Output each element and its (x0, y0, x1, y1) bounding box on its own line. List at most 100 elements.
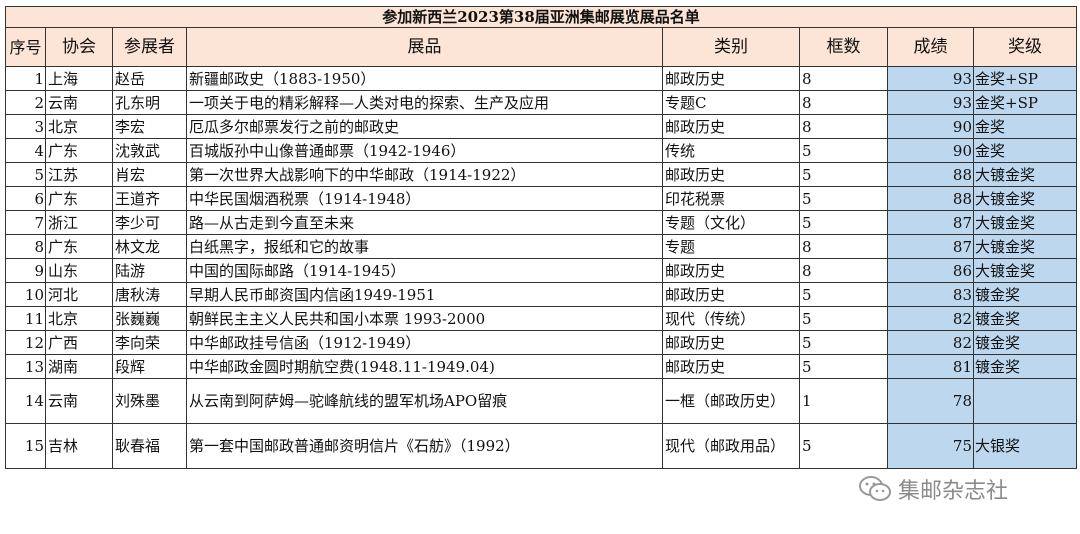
cell-frames: 5 (799, 282, 888, 307)
cell-frames: 1 (799, 378, 888, 424)
cell-assoc: 北京 (45, 114, 113, 139)
header-seq: 序号 (5, 27, 46, 67)
cell-exhibit: 白纸黑字，报纸和它的故事 (186, 234, 663, 259)
cell-exhibit: 早期人民币邮资国内信函1949-1951 (186, 282, 663, 307)
cell-participant: 刘殊墨 (112, 378, 187, 424)
cell-score: 88 (887, 162, 974, 187)
table-row: 11 北京 张巍巍 朝鲜民主主义人民共和国小本票 1993-2000 现代（传统） 5 82… (5, 306, 1077, 331)
cell-category: 邮政历史 (662, 258, 800, 283)
cell-award: 镀金奖 (973, 306, 1077, 331)
cell-score: 93 (887, 90, 974, 115)
cell-seq: 12 (5, 330, 46, 355)
cell-score: 88 (887, 186, 974, 211)
cell-exhibit: 中国的国际邮路（1914-1945） (186, 258, 663, 283)
header-score: 成绩 (887, 27, 974, 67)
cell-exhibit: 百城版孙中山像普通邮票（1942-1946） (186, 138, 663, 163)
cell-award: 大镀金奖 (973, 210, 1077, 235)
cell-score: 82 (887, 306, 974, 331)
cell-award: 镀金奖 (973, 354, 1077, 379)
cell-assoc: 云南 (45, 90, 113, 115)
cell-score: 83 (887, 282, 974, 307)
table-row: 12 广西 李向荣 中华邮政挂号信函（1912-1949） 邮政历史 5 82 镀金奖 (5, 330, 1077, 355)
cell-category: 邮政历史 (662, 354, 800, 379)
header-participant: 参展者 (112, 27, 187, 67)
cell-frames: 8 (799, 234, 888, 259)
cell-seq: 3 (5, 114, 46, 139)
cell-participant: 陆游 (112, 258, 187, 283)
cell-exhibit: 从云南到阿萨姆—驼峰航线的盟军机场APO留痕 (186, 378, 663, 424)
table-row: 6 广东 王道齐 中华民国烟酒税票（1914-1948） 印花税票 5 88 大镀金奖 (5, 186, 1077, 211)
cell-category: 现代（传统） (662, 306, 800, 331)
cell-assoc: 广东 (45, 234, 113, 259)
cell-award: 金奖 (973, 114, 1077, 139)
cell-score: 82 (887, 330, 974, 355)
cell-assoc: 河北 (45, 282, 113, 307)
cell-frames: 5 (799, 138, 888, 163)
cell-category: 专题（文化） (662, 210, 800, 235)
wechat-icon (858, 475, 892, 503)
cell-participant: 段辉 (112, 354, 187, 379)
cell-exhibit: 厄瓜多尔邮票发行之前的邮政史 (186, 114, 663, 139)
cell-category: 一框（邮政历史） (662, 378, 800, 424)
cell-frames: 5 (799, 210, 888, 235)
cell-score: 86 (887, 258, 974, 283)
table-row: 13 湖南 段辉 中华邮政金圆时期航空费(1948.11-1949.04) 邮政历史 5 8… (5, 354, 1077, 379)
cell-exhibit: 第一套中国邮政普通邮资明信片《石舫》（1992） (186, 423, 663, 469)
cell-assoc: 广东 (45, 186, 113, 211)
cell-seq: 14 (5, 378, 46, 424)
table-title: 参加新西兰2023第38届亚洲集邮展览展品名单 (5, 6, 1077, 28)
cell-seq: 8 (5, 234, 46, 259)
cell-exhibit: 第一次世界大战影响下的中华邮政（1914-1922） (186, 162, 663, 187)
cell-score: 90 (887, 114, 974, 139)
cell-frames: 5 (799, 306, 888, 331)
cell-seq: 10 (5, 282, 46, 307)
cell-assoc: 湖南 (45, 354, 113, 379)
cell-participant: 唐秋涛 (112, 282, 187, 307)
cell-category: 专题 (662, 234, 800, 259)
cell-participant: 沈敦武 (112, 138, 187, 163)
cell-seq: 2 (5, 90, 46, 115)
header-award: 奖级 (973, 27, 1077, 67)
cell-frames: 5 (799, 162, 888, 187)
cell-participant: 赵岳 (112, 66, 187, 91)
cell-assoc: 上海 (45, 66, 113, 91)
cell-assoc: 浙江 (45, 210, 113, 235)
cell-exhibit: 中华邮政金圆时期航空费(1948.11-1949.04) (186, 354, 663, 379)
cell-assoc: 广西 (45, 330, 113, 355)
cell-assoc: 山东 (45, 258, 113, 283)
cell-award (973, 378, 1077, 424)
table-row: 14 云南 刘殊墨 从云南到阿萨姆—驼峰航线的盟军机场APO留痕 一框（邮政历史） 1 78 (5, 378, 1077, 424)
cell-participant: 李向荣 (112, 330, 187, 355)
watermark: 集邮杂志社 (858, 473, 1008, 505)
watermark-text: 集邮杂志社 (898, 479, 1009, 504)
table-row: 1 上海 赵岳 新疆邮政史（1883-1950） 邮政历史 8 93 金奖+SP (5, 66, 1077, 91)
table-row: 7 浙江 李少可 路—从古走到今直至未来 专题（文化） 5 87 大镀金奖 (5, 210, 1077, 235)
cell-score: 81 (887, 354, 974, 379)
cell-category: 现代（邮政用品） (662, 423, 800, 469)
cell-frames: 5 (799, 330, 888, 355)
cell-participant: 林文龙 (112, 234, 187, 259)
cell-seq: 5 (5, 162, 46, 187)
cell-category: 印花税票 (662, 186, 800, 211)
cell-award: 镀金奖 (973, 282, 1077, 307)
cell-score: 90 (887, 138, 974, 163)
cell-exhibit: 一项关于电的精彩解释—人类对电的探索、生产及应用 (186, 90, 663, 115)
header-category: 类别 (662, 27, 800, 67)
cell-category: 邮政历史 (662, 282, 800, 307)
cell-assoc: 云南 (45, 378, 113, 424)
table-row: 8 广东 林文龙 白纸黑字，报纸和它的故事 专题 8 87 大镀金奖 (5, 234, 1077, 259)
cell-exhibit: 中华邮政挂号信函（1912-1949） (186, 330, 663, 355)
header-exhibit: 展品 (186, 27, 663, 67)
cell-assoc: 广东 (45, 138, 113, 163)
cell-seq: 7 (5, 210, 46, 235)
table-row: 2 云南 孔东明 一项关于电的精彩解释—人类对电的探索、生产及应用 专题C 8 93 金奖+S… (5, 90, 1077, 115)
cell-frames: 5 (799, 186, 888, 211)
cell-participant: 肖宏 (112, 162, 187, 187)
header-frames: 框数 (799, 27, 888, 67)
cell-seq: 1 (5, 66, 46, 91)
cell-frames: 8 (799, 114, 888, 139)
header-assoc: 协会 (45, 27, 113, 67)
cell-exhibit: 路—从古走到今直至未来 (186, 210, 663, 235)
cell-category: 邮政历史 (662, 114, 800, 139)
cell-participant: 李宏 (112, 114, 187, 139)
